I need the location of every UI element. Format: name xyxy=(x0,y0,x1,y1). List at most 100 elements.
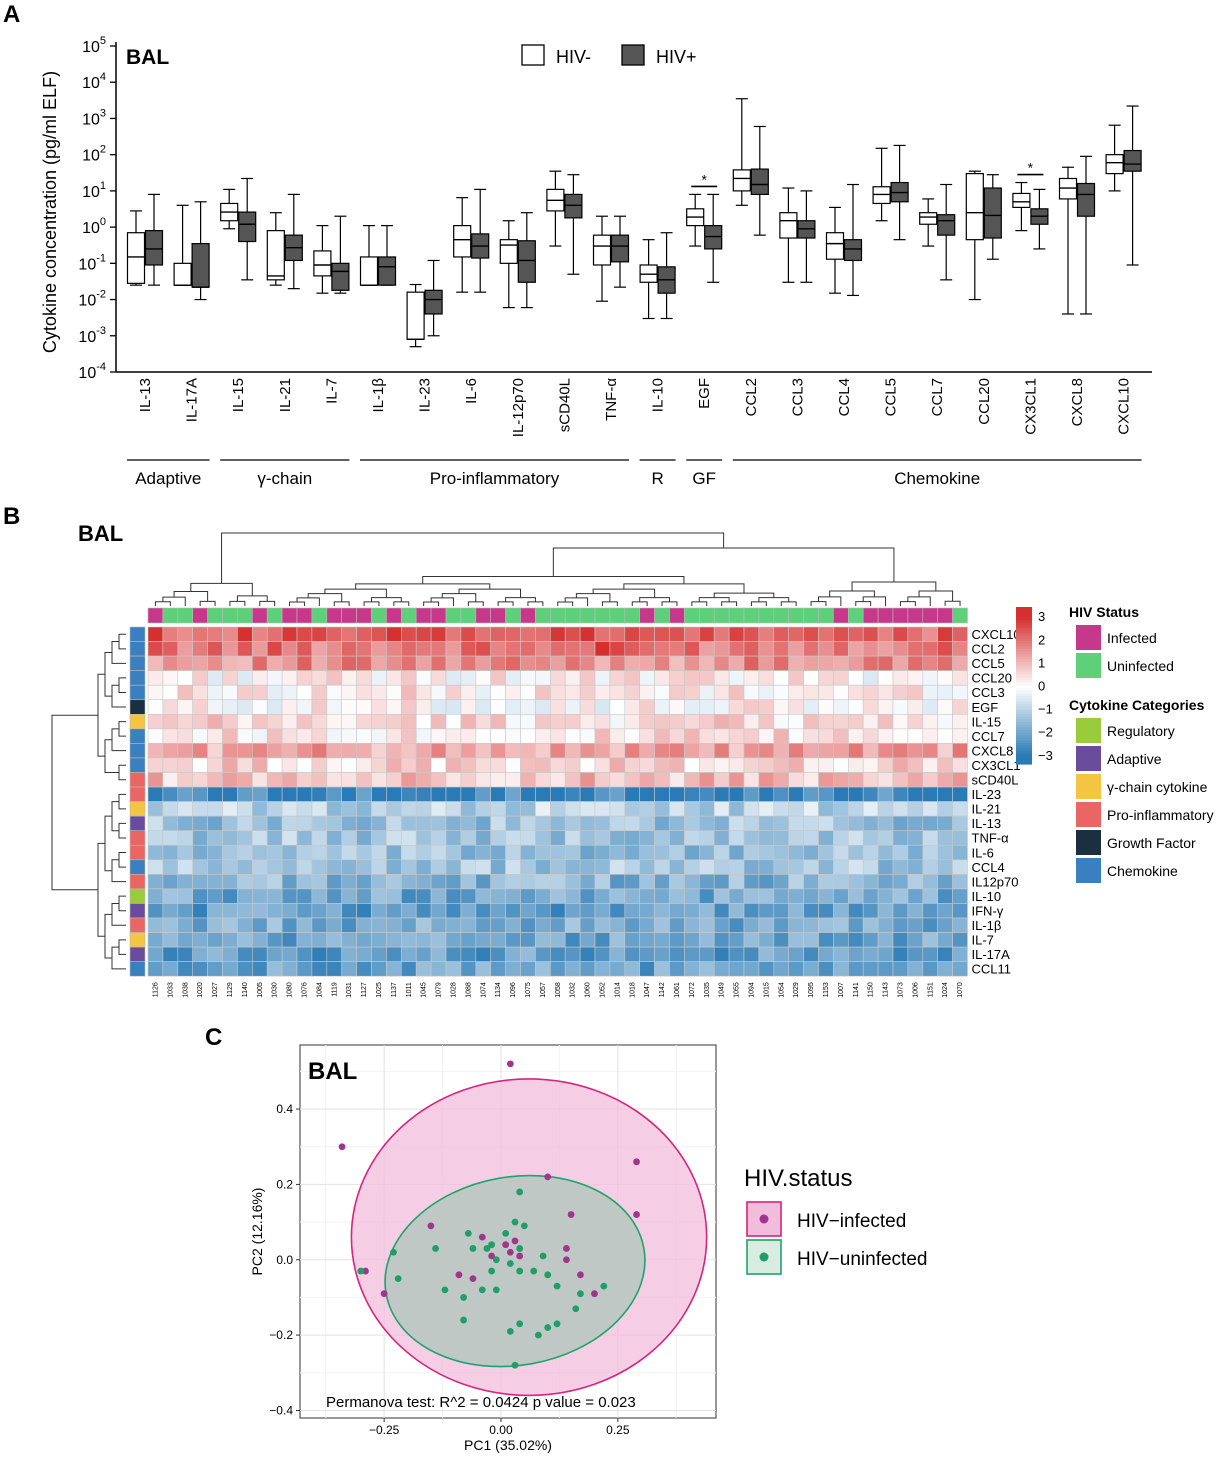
heatmap-cell xyxy=(803,874,819,890)
heatmap-cell xyxy=(549,786,566,802)
heatmap-cell xyxy=(698,946,715,962)
heatmap-cell xyxy=(624,699,640,715)
heatmap-cell xyxy=(847,946,864,962)
dendrogram-link xyxy=(259,600,276,606)
heatmap-cell xyxy=(564,684,581,701)
column-hiv-status xyxy=(311,607,328,624)
group-label: Chemokine xyxy=(894,469,980,488)
heatmap-cell xyxy=(222,961,238,977)
heatmap-cell xyxy=(669,830,685,846)
color-scale-segment xyxy=(1016,709,1032,713)
heatmap-cell xyxy=(505,888,521,904)
row-category xyxy=(129,670,146,686)
heatmap-cell xyxy=(847,917,864,933)
heatmap-cell xyxy=(266,859,283,875)
x-tick-label: sCD40L xyxy=(556,378,573,432)
color-scale-label: −3 xyxy=(1038,748,1053,763)
heatmap-cell xyxy=(594,772,611,788)
heatmap-cell xyxy=(907,844,924,861)
heatmap-cell xyxy=(415,815,432,832)
heatmap-cell xyxy=(698,743,715,759)
heatmap-cell xyxy=(922,655,938,671)
heatmap-cell xyxy=(520,670,536,686)
color-scale-segment xyxy=(1016,695,1032,700)
column-label: 1052 xyxy=(599,982,606,998)
heatmap-cell xyxy=(937,655,953,671)
heatmap-cell xyxy=(639,801,655,817)
column-hiv-status xyxy=(162,607,179,624)
heatmap-cell xyxy=(788,626,804,642)
heatmap-cell xyxy=(907,932,924,948)
heatmap-cell xyxy=(743,917,760,933)
heatmap-cell xyxy=(475,743,491,759)
column-hiv-status xyxy=(758,607,775,624)
legend-category-label: Regulatory xyxy=(1107,723,1175,739)
heatmap-cell xyxy=(147,874,164,890)
heatmap-cell xyxy=(147,903,164,919)
heatmap-cell xyxy=(326,859,342,875)
point-hiv-infected xyxy=(338,1143,346,1151)
heatmap-cell xyxy=(818,874,834,890)
heatmap-cell xyxy=(758,830,775,846)
heatmap-cell xyxy=(639,946,655,962)
heatmap-cell xyxy=(177,772,194,788)
color-scale-segment xyxy=(1016,688,1032,692)
heatmap-cell xyxy=(371,728,387,744)
dendrogram-link xyxy=(118,939,126,955)
heatmap-cell xyxy=(952,626,968,642)
heatmap-cell xyxy=(490,626,506,642)
heatmap-cell xyxy=(147,815,164,832)
color-scale-segment xyxy=(1016,737,1032,742)
heatmap-cell xyxy=(594,684,611,701)
heatmap-cell xyxy=(252,903,268,919)
heatmap-cell xyxy=(594,655,611,671)
color-scale-segment xyxy=(1016,633,1032,637)
heatmap-cell xyxy=(445,743,462,759)
dendrogram-link xyxy=(564,597,589,606)
heatmap-cell xyxy=(222,655,238,671)
heatmap-cell xyxy=(520,786,536,802)
x-tick-label: IL-21 xyxy=(277,378,294,412)
point-hiv-uninfected xyxy=(460,1294,467,1301)
row-category xyxy=(129,932,146,948)
box-hiv-neg-CCL5 xyxy=(872,147,891,222)
column-hiv-status xyxy=(639,607,655,624)
heatmap-cell xyxy=(386,772,402,788)
heatmap-cell xyxy=(311,961,328,977)
x-tick-label: −0.25 xyxy=(369,1423,400,1437)
heatmap-cell xyxy=(847,641,864,657)
heatmap-cell xyxy=(415,830,432,846)
box-body xyxy=(1012,192,1031,209)
row-category xyxy=(129,888,146,904)
dendrogram-link xyxy=(750,601,767,606)
heatmap-cell xyxy=(713,874,730,890)
heatmap-cell xyxy=(594,626,611,642)
heatmap-cell xyxy=(281,946,298,962)
heatmap-cell xyxy=(564,713,581,730)
color-scale-segment xyxy=(1016,724,1032,728)
heatmap-cell xyxy=(341,844,357,861)
box-body xyxy=(872,186,891,205)
heatmap-cell xyxy=(892,961,909,977)
heatmap-cell xyxy=(162,917,179,933)
heatmap-cell xyxy=(579,743,596,759)
heatmap-cell xyxy=(773,844,789,861)
x-tick-label: CCL2 xyxy=(743,378,760,416)
dendrogram-link xyxy=(118,852,126,868)
heatmap-cell xyxy=(684,815,700,832)
dendrogram-link xyxy=(333,601,350,606)
column-label: 1094 xyxy=(748,982,755,998)
heatmap-cell xyxy=(877,844,894,861)
heatmap-cell xyxy=(430,844,447,861)
column-label: 1055 xyxy=(734,982,741,998)
legend-hiv-swatch xyxy=(1076,653,1101,678)
heatmap-cell xyxy=(564,903,581,919)
heatmap-cell xyxy=(445,859,462,875)
heatmap-cell xyxy=(669,786,685,802)
point-hiv-uninfected xyxy=(553,1320,561,1328)
heatmap-cell xyxy=(788,961,804,977)
heatmap-cell xyxy=(266,641,283,657)
heatmap-cell xyxy=(803,772,819,788)
heatmap-cell xyxy=(907,859,924,875)
heatmap-cell xyxy=(818,757,834,773)
